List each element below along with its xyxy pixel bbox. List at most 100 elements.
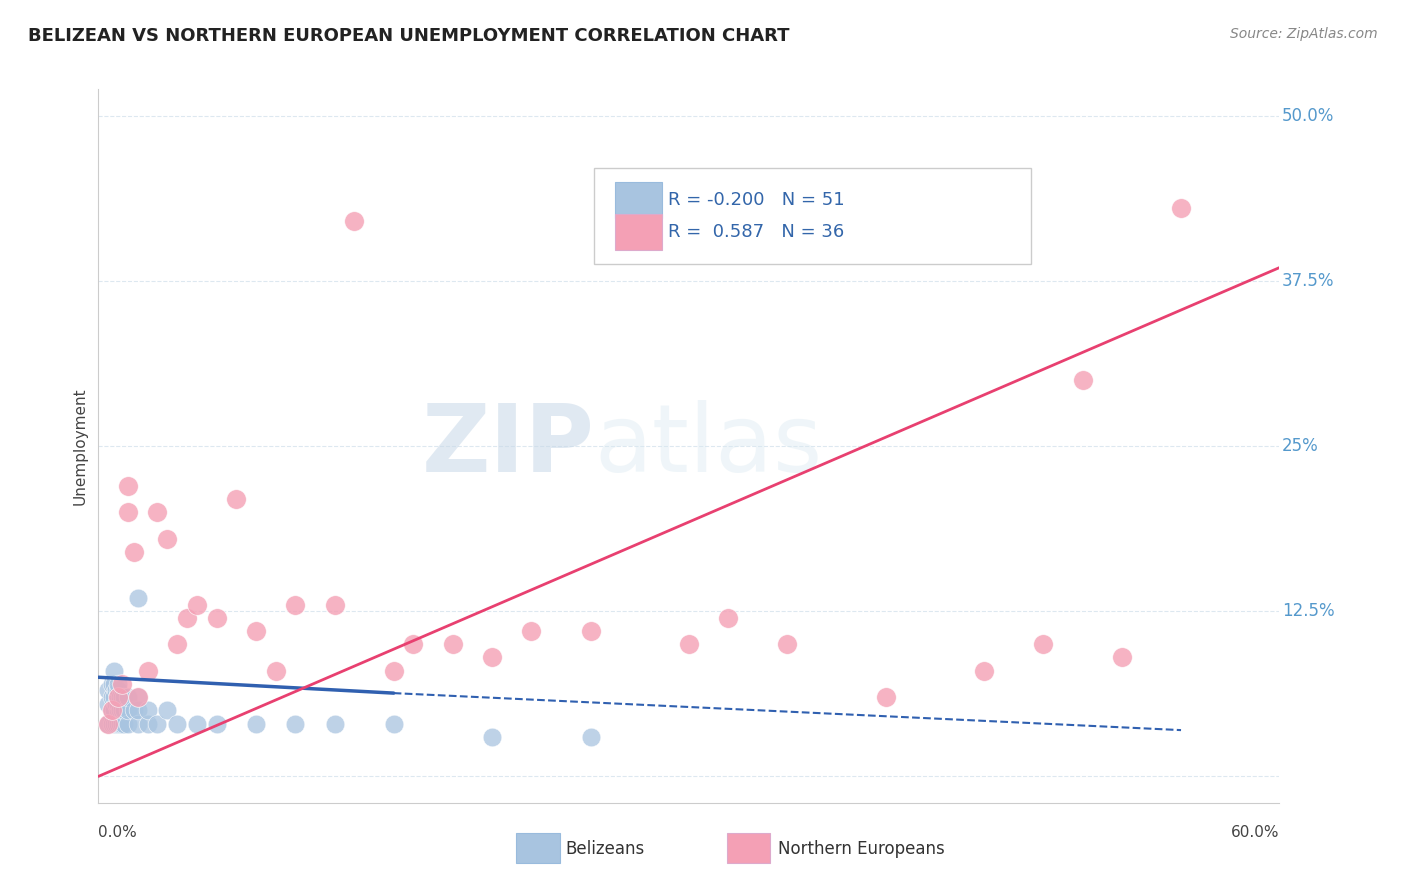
Point: [103, 690, 125, 704]
Point: [107, 697, 129, 711]
Point: [127, 703, 149, 717]
Point: [284, 716, 307, 731]
Point: [105, 697, 128, 711]
Point: [156, 532, 179, 546]
Point: [146, 716, 169, 731]
Text: 37.5%: 37.5%: [1282, 272, 1334, 290]
Point: [343, 214, 366, 228]
Point: [323, 598, 346, 612]
Point: [166, 637, 188, 651]
Y-axis label: Unemployment: Unemployment: [73, 387, 89, 505]
Point: [103, 716, 125, 731]
Point: [122, 545, 145, 559]
Point: [117, 716, 139, 731]
Point: [112, 703, 135, 717]
Point: [717, 611, 740, 625]
Point: [111, 677, 134, 691]
Point: [111, 716, 134, 731]
FancyBboxPatch shape: [614, 182, 662, 218]
Text: R = -0.200   N = 51: R = -0.200 N = 51: [668, 191, 845, 209]
Point: [245, 716, 267, 731]
Point: [136, 716, 159, 731]
FancyBboxPatch shape: [595, 168, 1032, 264]
Point: [101, 690, 124, 704]
Point: [101, 716, 124, 731]
Point: [117, 505, 139, 519]
Point: [579, 624, 602, 638]
Point: [97, 683, 120, 698]
Point: [402, 637, 425, 651]
Point: [107, 716, 129, 731]
Point: [323, 716, 346, 731]
Text: ZIP: ZIP: [422, 400, 595, 492]
Point: [176, 611, 198, 625]
Point: [127, 690, 149, 704]
Point: [579, 730, 602, 744]
FancyBboxPatch shape: [614, 214, 662, 250]
Point: [97, 716, 120, 731]
Point: [103, 664, 125, 678]
Text: Source: ZipAtlas.com: Source: ZipAtlas.com: [1230, 27, 1378, 41]
Point: [1032, 637, 1054, 651]
Text: 25%: 25%: [1282, 437, 1319, 455]
Point: [136, 664, 159, 678]
Point: [122, 703, 145, 717]
Point: [105, 683, 128, 698]
Point: [205, 716, 228, 731]
Point: [481, 730, 503, 744]
Point: [186, 716, 208, 731]
Point: [382, 716, 405, 731]
Point: [156, 703, 179, 717]
Point: [520, 624, 543, 638]
Point: [284, 598, 307, 612]
Text: 12.5%: 12.5%: [1282, 602, 1334, 620]
Text: 0.0%: 0.0%: [98, 825, 138, 840]
Point: [875, 690, 897, 704]
Text: Northern Europeans: Northern Europeans: [778, 840, 945, 858]
Point: [186, 598, 208, 612]
Point: [107, 677, 129, 691]
Point: [97, 697, 120, 711]
Point: [117, 690, 139, 704]
Point: [112, 716, 135, 731]
Point: [101, 703, 124, 717]
Point: [111, 703, 134, 717]
Point: [107, 690, 129, 704]
Point: [105, 716, 128, 731]
Point: [1111, 650, 1133, 665]
Point: [127, 690, 149, 704]
Point: [103, 703, 125, 717]
Point: [1170, 201, 1192, 215]
Point: [101, 703, 124, 717]
Point: [108, 703, 131, 717]
Text: R =  0.587   N = 36: R = 0.587 N = 36: [668, 223, 844, 241]
Text: atlas: atlas: [595, 400, 823, 492]
Point: [112, 690, 135, 704]
Point: [108, 690, 131, 704]
Text: 50.0%: 50.0%: [1282, 107, 1334, 125]
Text: 60.0%: 60.0%: [1232, 825, 1279, 840]
Point: [127, 716, 149, 731]
Point: [205, 611, 228, 625]
Point: [108, 716, 131, 731]
Text: Belizeans: Belizeans: [565, 840, 644, 858]
Point: [166, 716, 188, 731]
Point: [136, 703, 159, 717]
Point: [382, 664, 405, 678]
Point: [101, 677, 124, 691]
Point: [103, 677, 125, 691]
Point: [117, 703, 139, 717]
Point: [107, 690, 129, 704]
Point: [146, 505, 169, 519]
Point: [117, 478, 139, 492]
Point: [107, 683, 129, 698]
Point: [107, 703, 129, 717]
Point: [127, 591, 149, 605]
Point: [1071, 373, 1094, 387]
Point: [111, 690, 134, 704]
Text: BELIZEAN VS NORTHERN EUROPEAN UNEMPLOYMENT CORRELATION CHART: BELIZEAN VS NORTHERN EUROPEAN UNEMPLOYME…: [28, 27, 790, 45]
Point: [678, 637, 700, 651]
Point: [264, 664, 287, 678]
Point: [97, 716, 120, 731]
Point: [225, 491, 247, 506]
